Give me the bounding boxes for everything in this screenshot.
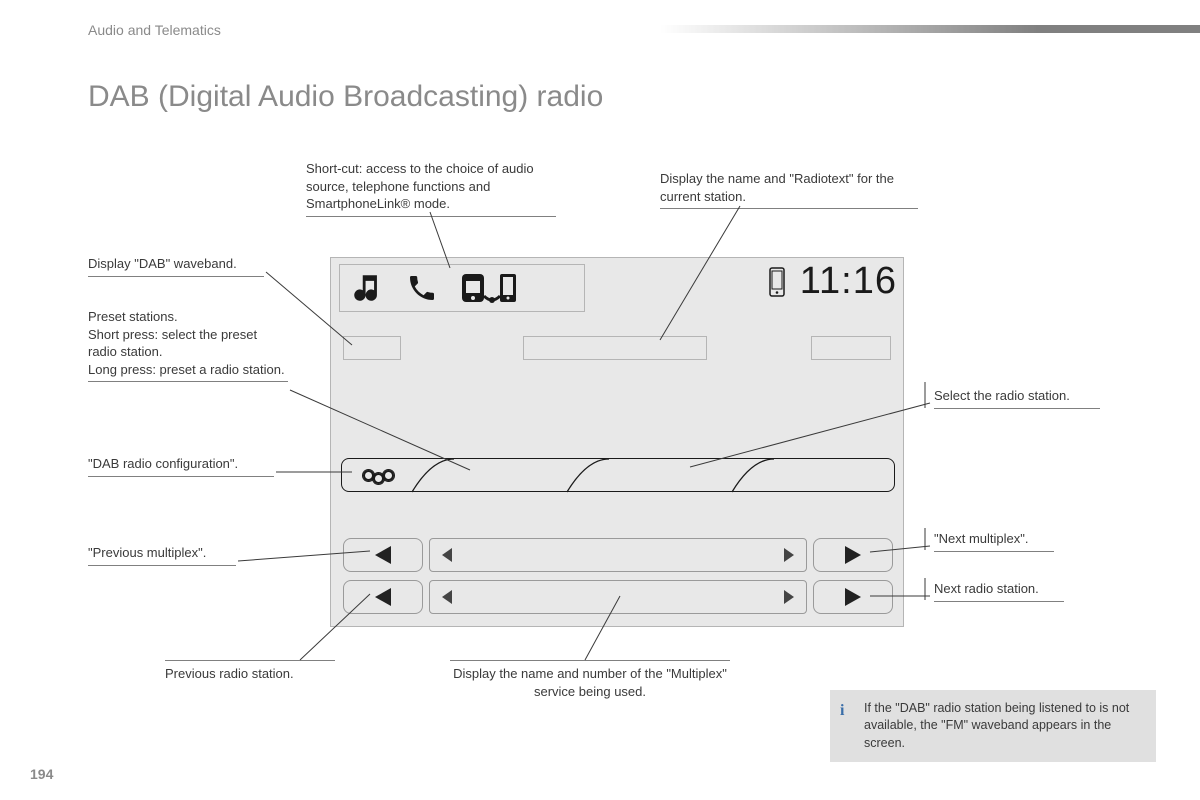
- mobile-icon: [768, 267, 786, 297]
- callout-next-multiplex: "Next multiplex".: [934, 530, 1054, 552]
- arrow-right-icon: [845, 546, 861, 564]
- clock-time: 11:16: [800, 260, 897, 303]
- config-button[interactable]: [342, 459, 412, 491]
- music-icon: [350, 271, 384, 305]
- breadcrumb: Audio and Telematics: [88, 22, 221, 38]
- smartphonelink-icon: [460, 270, 520, 306]
- arrow-left-small-icon: [442, 548, 452, 562]
- info-note-box: i If the "DAB" radio station being liste…: [830, 690, 1156, 763]
- callout-prev-station: Previous radio station.: [165, 660, 335, 686]
- station-nav-row: [343, 580, 893, 614]
- page-number: 194: [30, 766, 53, 782]
- arrow-left-small-icon: [442, 590, 452, 604]
- arrow-right-icon: [845, 588, 861, 606]
- page-title: DAB (Digital Audio Broadcasting) radio: [88, 80, 603, 114]
- callout-config: "DAB radio configuration".: [88, 455, 274, 477]
- next-multiplex-button[interactable]: [813, 538, 893, 572]
- info-icon: i: [840, 700, 844, 722]
- callout-next-station: Next radio station.: [934, 580, 1064, 602]
- info-note-text: If the "DAB" radio station being listene…: [864, 701, 1129, 750]
- callout-preset: Preset stations. Short press: select the…: [88, 308, 288, 382]
- shortcut-bar[interactable]: [339, 264, 585, 312]
- multiplex-display[interactable]: [429, 538, 807, 572]
- phone-icon: [406, 272, 438, 304]
- station-display[interactable]: [429, 580, 807, 614]
- radiotext-box[interactable]: [523, 336, 707, 360]
- preset-row: [341, 458, 895, 492]
- callout-shortcut: Short-cut: access to the choice of audio…: [306, 160, 556, 217]
- gear-icon: [363, 470, 374, 481]
- clock-area: 11:16: [768, 260, 897, 303]
- header-gradient-band: [660, 25, 1200, 33]
- callout-multiplex-name: Display the name and number of the "Mult…: [450, 660, 730, 703]
- prev-station-button[interactable]: [343, 580, 423, 614]
- arrow-right-small-icon: [784, 548, 794, 562]
- gear-icon: [383, 470, 394, 481]
- arrow-left-icon: [375, 546, 391, 564]
- callout-waveband: Display "DAB" waveband.: [88, 255, 264, 277]
- arrow-right-small-icon: [784, 590, 794, 604]
- waveband-box[interactable]: [343, 336, 401, 360]
- slab-dividers: [412, 459, 894, 493]
- callout-select-station: Select the radio station.: [934, 387, 1100, 409]
- arrow-left-icon: [375, 588, 391, 606]
- prev-multiplex-button[interactable]: [343, 538, 423, 572]
- callout-radiotext: Display the name and "Radiotext" for the…: [660, 170, 918, 209]
- multiplex-nav-row: [343, 538, 893, 572]
- callout-prev-multiplex: "Previous multiplex".: [88, 544, 236, 566]
- gear-icon: [373, 473, 384, 484]
- info-box-small: [811, 336, 891, 360]
- radio-screen: 11:16: [330, 257, 904, 627]
- next-station-button[interactable]: [813, 580, 893, 614]
